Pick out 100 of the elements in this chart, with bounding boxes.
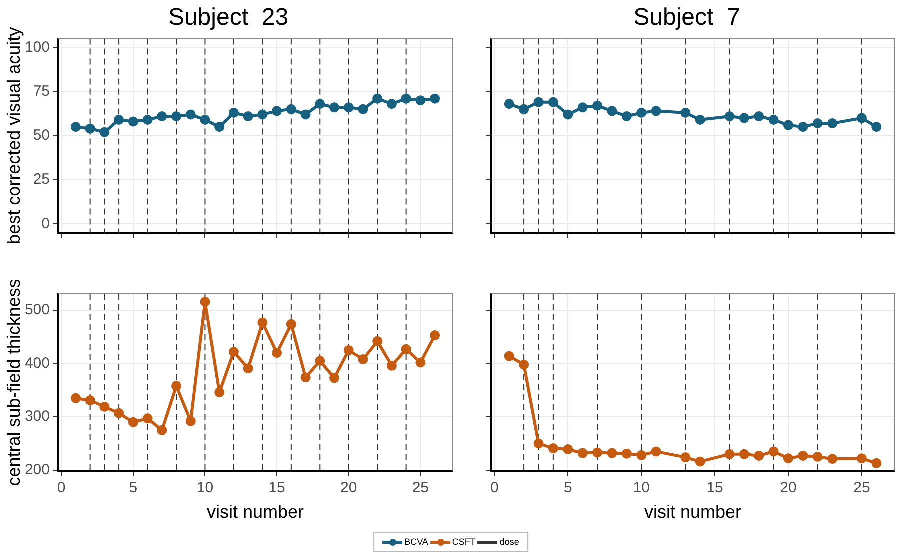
point bbox=[172, 381, 182, 392]
point bbox=[724, 449, 735, 460]
point bbox=[798, 450, 808, 461]
x-tick-label: 25 bbox=[412, 480, 430, 497]
point bbox=[519, 104, 530, 114]
point bbox=[636, 108, 647, 118]
point bbox=[548, 443, 558, 454]
point bbox=[286, 319, 296, 330]
point bbox=[300, 372, 311, 383]
point bbox=[228, 108, 239, 118]
point bbox=[739, 449, 750, 460]
x-tick-label: 15 bbox=[706, 480, 724, 497]
point bbox=[695, 456, 706, 467]
point bbox=[592, 448, 603, 458]
point bbox=[768, 115, 779, 126]
point bbox=[258, 318, 268, 328]
y-tick-label: 400 bbox=[24, 354, 50, 372]
point bbox=[172, 111, 182, 122]
point bbox=[783, 454, 794, 464]
x-tick-label: 5 bbox=[129, 480, 138, 497]
point bbox=[300, 110, 311, 120]
point bbox=[315, 356, 326, 366]
x-tick-label: 10 bbox=[196, 480, 214, 497]
y-tick-label: 25 bbox=[33, 171, 50, 188]
point bbox=[200, 296, 210, 307]
x-tick-label: 10 bbox=[633, 480, 650, 497]
point bbox=[607, 106, 618, 116]
point bbox=[636, 450, 647, 460]
point bbox=[243, 111, 254, 122]
x-tick-label: 5 bbox=[564, 480, 572, 497]
point bbox=[100, 127, 110, 138]
x-tick-label: 0 bbox=[57, 480, 66, 497]
y-tick-label: 0 bbox=[42, 215, 50, 232]
point bbox=[856, 454, 867, 464]
point bbox=[828, 454, 838, 464]
point bbox=[798, 122, 808, 132]
point bbox=[430, 94, 440, 104]
point bbox=[578, 102, 588, 113]
point bbox=[812, 452, 823, 462]
point bbox=[157, 111, 168, 122]
point bbox=[114, 115, 124, 126]
x-axis-title: visit number bbox=[206, 502, 304, 522]
point bbox=[142, 115, 153, 126]
point bbox=[739, 113, 750, 124]
y-tick-label: 300 bbox=[24, 408, 50, 426]
point bbox=[622, 111, 632, 122]
point bbox=[372, 336, 383, 346]
point bbox=[783, 120, 794, 130]
point bbox=[358, 354, 368, 365]
point bbox=[386, 360, 397, 371]
point bbox=[142, 414, 153, 424]
point bbox=[578, 448, 588, 458]
point bbox=[754, 111, 764, 122]
point bbox=[344, 102, 354, 113]
legend-label: CSFT bbox=[452, 537, 476, 547]
y-tick-label: 75 bbox=[33, 82, 50, 100]
point bbox=[563, 110, 574, 120]
point bbox=[228, 347, 239, 358]
point bbox=[563, 444, 574, 455]
x-tick-label: 15 bbox=[268, 480, 286, 497]
x-tick-label: 0 bbox=[490, 480, 499, 497]
point bbox=[372, 94, 383, 104]
point bbox=[401, 94, 412, 104]
point bbox=[114, 408, 124, 418]
point bbox=[416, 358, 426, 368]
y-tick-label: 100 bbox=[24, 38, 50, 56]
point bbox=[70, 393, 81, 404]
point bbox=[100, 402, 110, 412]
point bbox=[504, 99, 514, 110]
point bbox=[724, 111, 735, 122]
point bbox=[272, 106, 282, 116]
point bbox=[85, 396, 96, 406]
point bbox=[200, 115, 210, 126]
chart-title: Subject 7 bbox=[634, 4, 740, 32]
y-axis-title: central sub-field thickness bbox=[4, 279, 24, 486]
point bbox=[504, 351, 514, 362]
point bbox=[344, 345, 354, 356]
point bbox=[330, 102, 340, 113]
point bbox=[401, 344, 412, 354]
x-tick-label: 20 bbox=[780, 480, 797, 497]
point bbox=[272, 348, 282, 358]
point bbox=[186, 416, 196, 426]
point bbox=[872, 122, 882, 132]
y-tick-label: 50 bbox=[33, 127, 50, 144]
point bbox=[651, 106, 662, 116]
point bbox=[856, 113, 867, 124]
point bbox=[128, 116, 138, 127]
point bbox=[416, 96, 426, 106]
x-axis-title: visit number bbox=[644, 502, 742, 522]
point bbox=[430, 330, 440, 341]
point bbox=[386, 99, 397, 110]
point bbox=[754, 450, 764, 461]
point bbox=[519, 360, 530, 370]
point bbox=[534, 438, 544, 449]
x-tick-label: 25 bbox=[854, 480, 870, 497]
point bbox=[828, 118, 838, 129]
point bbox=[70, 122, 81, 132]
point bbox=[680, 452, 691, 463]
point bbox=[315, 99, 326, 110]
point bbox=[592, 100, 603, 111]
